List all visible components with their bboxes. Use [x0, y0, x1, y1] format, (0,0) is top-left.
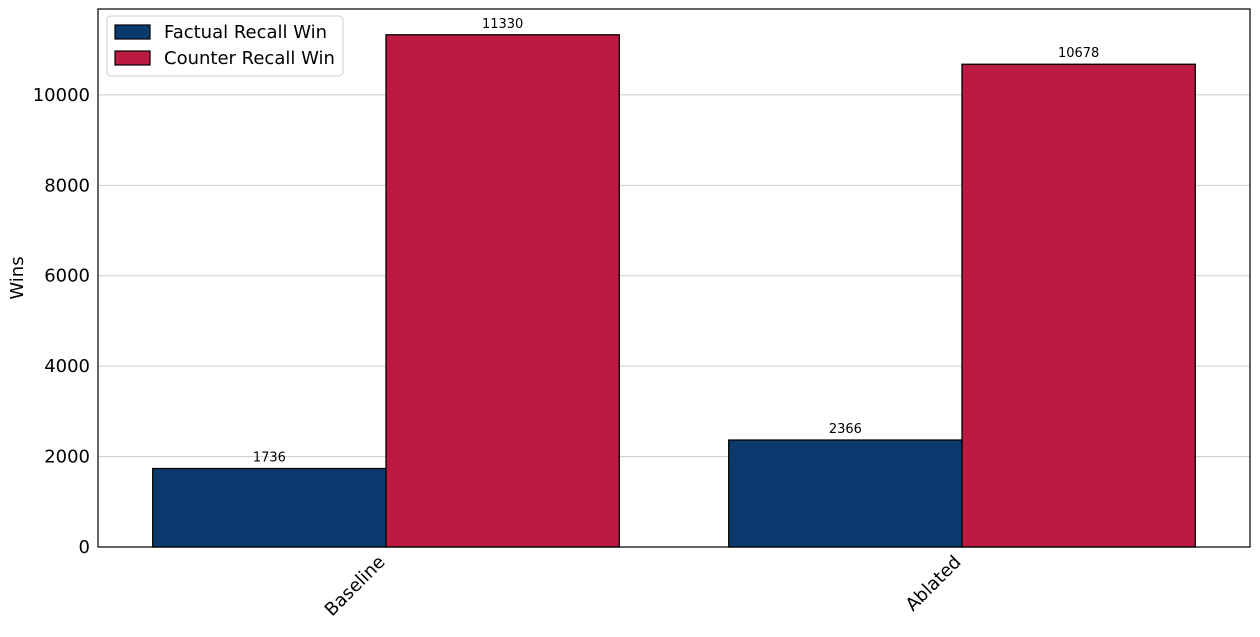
y-tick-label: 2000 [44, 447, 90, 468]
x-tick-label: Ablated [902, 552, 966, 616]
bar-value-label: 2366 [829, 422, 862, 437]
bar-factual-recall-win [728, 439, 963, 548]
bar-counter-recall-win [961, 63, 1196, 548]
bar-counter-recall-win [385, 34, 620, 548]
bar-value-label: 11330 [482, 17, 523, 32]
y-tick-label: 6000 [44, 266, 90, 287]
y-tick-label: 8000 [44, 175, 90, 196]
bar-factual-recall-win [152, 467, 387, 548]
legend-label: Counter Recall Win [164, 48, 335, 69]
legend-label: Factual Recall Win [164, 22, 327, 43]
legend-swatch [114, 24, 151, 40]
legend-swatch [114, 50, 151, 66]
bar-value-label: 10678 [1058, 46, 1099, 61]
bar-value-label: 1736 [253, 451, 286, 466]
x-tick-label: Baseline [321, 552, 390, 621]
legend-box [106, 15, 344, 77]
legend: Factual Recall Win Counter Recall Win [106, 15, 344, 77]
data-labels-layer: 1736 11330 2366 10678 [253, 17, 1100, 466]
bars-layer [152, 34, 1196, 548]
plot-frame [97, 8, 1251, 548]
y-tick-label: 0 [79, 537, 90, 558]
y-axis-title: Wins [7, 256, 28, 299]
y-tick-label: 4000 [44, 356, 90, 377]
y-tick-label: 10000 [33, 85, 90, 106]
